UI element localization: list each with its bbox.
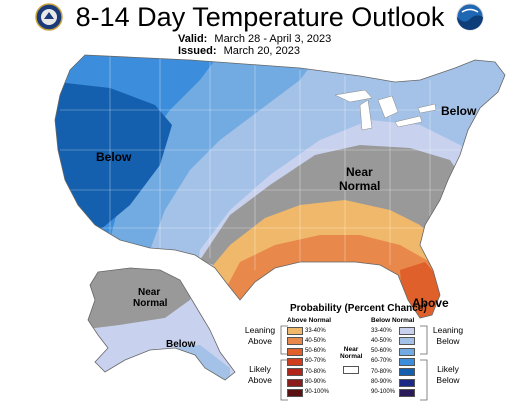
- issued-label: Issued:: [178, 45, 217, 57]
- state-borders: [60, 55, 470, 270]
- legend-above-pct-label: 80-90%: [305, 379, 326, 385]
- legend-above-pct-label: 40-50%: [305, 337, 326, 344]
- legend-below-pct-label: 60-70%: [371, 358, 392, 365]
- legend-likely-above-label: Likely Above: [240, 364, 280, 386]
- legend-above-swatch: [287, 347, 303, 356]
- doc-seal-icon: [35, 3, 63, 31]
- legend-above-bracket: [280, 325, 288, 401]
- legend-leaning-below-line1: Leaning: [432, 325, 464, 335]
- legend-above-header: Above Normal: [287, 317, 332, 324]
- legend-above-pct-label: 33-40%: [305, 327, 326, 334]
- legend-likely-above-line1: Likely: [249, 364, 271, 374]
- legend-below-swatch: [399, 357, 415, 366]
- legend-above-swatch: [287, 357, 303, 366]
- legend-above-swatch: [287, 337, 303, 346]
- issued-date: March 20, 2023: [223, 45, 301, 57]
- legend-above-pct-label: 60-70%: [305, 358, 326, 365]
- legend-above-swatch: [287, 368, 303, 377]
- legend-likely-below-label: Likely Below: [428, 364, 468, 386]
- legend-near-header: Near Normal: [340, 346, 362, 360]
- legend-near-swatch: [343, 366, 359, 374]
- legend-leaning-above-line2: Above: [247, 336, 273, 346]
- legend-below-swatch: [399, 368, 415, 377]
- valid-dates: March 28 - April 3, 2023: [214, 33, 332, 45]
- legend-leaning-below-label: Leaning Below: [428, 325, 468, 347]
- legend-below-pct-label: 80-90%: [371, 379, 392, 385]
- valid-label: Valid:: [178, 33, 208, 45]
- legend-below-swatch: [399, 388, 415, 397]
- legend-likely-above-line2: Above: [247, 375, 273, 385]
- legend-leaning-above-label: Leaning Above: [240, 325, 280, 347]
- alaska-near-label-line2: Normal: [133, 298, 168, 309]
- alaska-outline: [87, 267, 236, 381]
- page-title: 8-14 Day Temperature Outlook: [75, 2, 445, 32]
- legend-below-pct-label: 50-60%: [371, 348, 392, 355]
- legend-above-swatch: [287, 378, 303, 387]
- legend-below-pct-label: 90-100%: [371, 389, 396, 396]
- legend-below-swatch: [399, 378, 415, 387]
- legend-below-pct-label: 33-40%: [371, 327, 392, 334]
- legend-above-swatch: [287, 327, 303, 335]
- issued-line: Issued: March 20, 2023: [178, 45, 300, 57]
- legend-leaning-below-line2: Below: [436, 336, 460, 346]
- legend-below-swatch: [399, 347, 415, 356]
- legend-above-pct-label: 50-60%: [305, 348, 326, 355]
- near-normal-label-line1: Near: [346, 165, 373, 179]
- legend-below-bracket: [420, 325, 428, 401]
- legend-near-header-line1: Near: [343, 346, 359, 353]
- great-lakes: [334, 89, 437, 131]
- legend-below-header: Below Normal: [371, 317, 415, 324]
- legend-title: Probability (Percent Chance): [290, 303, 427, 314]
- legend-likely-below-line1: Likely: [437, 364, 459, 374]
- conus-outline: [54, 54, 506, 319]
- legend-likely-below-line2: Below: [436, 375, 460, 385]
- legend-below-swatch: [399, 327, 415, 335]
- noaa-logo-icon: [456, 3, 484, 31]
- legend-below-swatch: [399, 337, 415, 346]
- legend-leaning-above-line1: Leaning: [244, 325, 276, 335]
- florida-above-label: Above: [412, 296, 449, 310]
- northeast-below-label: Below: [441, 104, 477, 118]
- valid-line: Valid: March 28 - April 3, 2023: [178, 33, 331, 45]
- legend-above-swatch: [287, 388, 303, 397]
- legend-below-pct-label: 70-80%: [371, 368, 392, 375]
- alaska-below-label: Below: [166, 339, 196, 350]
- west-below-label: Below: [96, 150, 132, 164]
- alaska-near-label-line1: Near: [138, 287, 160, 298]
- near-normal-label-line2: Normal: [339, 179, 380, 193]
- legend-near-header-line2: Normal: [340, 353, 363, 360]
- legend-above-pct-label: 70-80%: [305, 368, 326, 375]
- legend-above-pct-label: 90-100%: [305, 389, 330, 396]
- legend-below-pct-label: 40-50%: [371, 337, 392, 344]
